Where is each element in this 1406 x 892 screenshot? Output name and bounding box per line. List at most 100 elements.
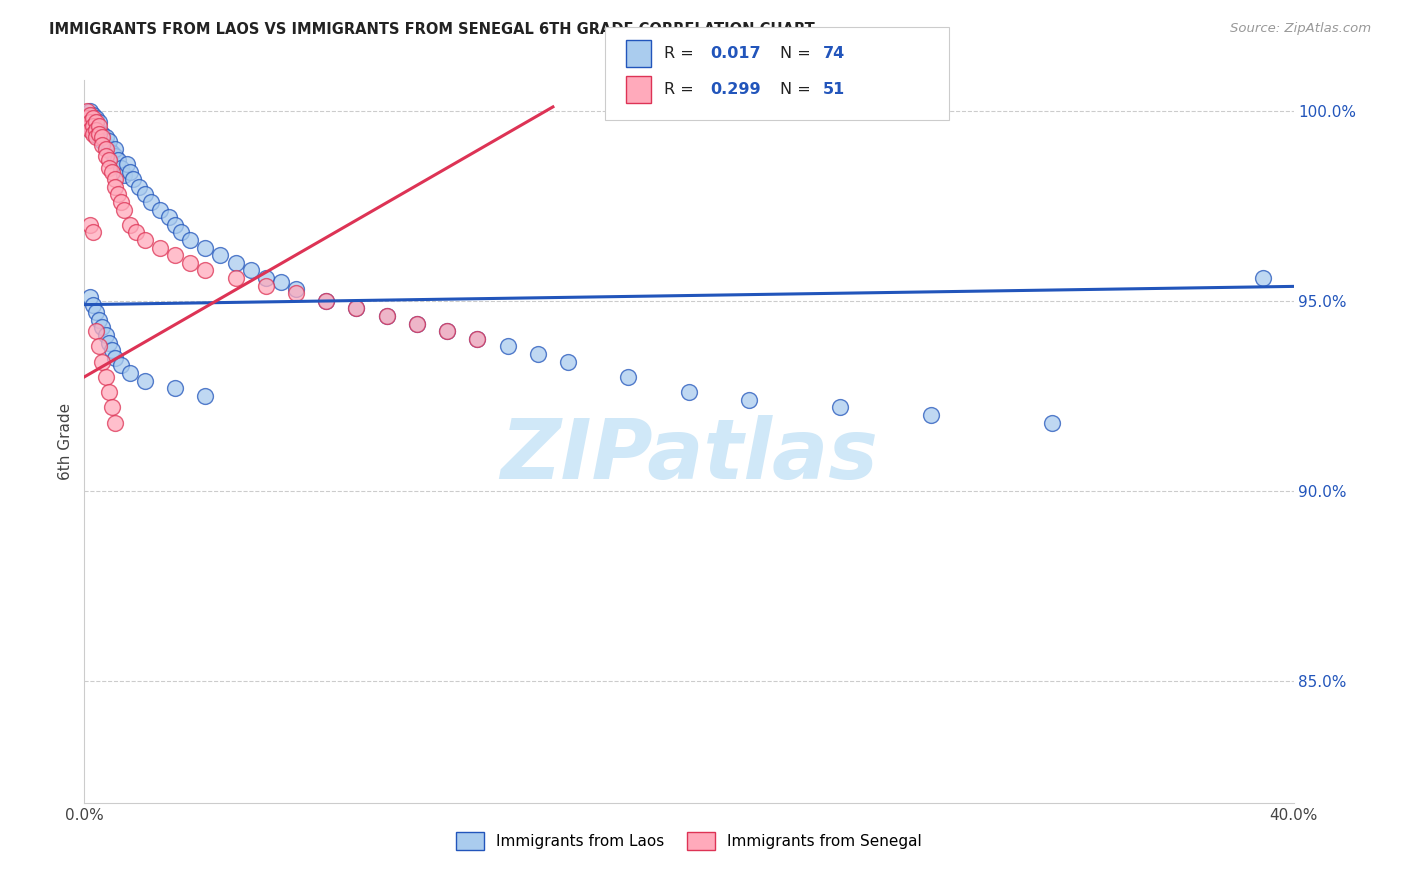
Text: ZIPatlas: ZIPatlas — [501, 416, 877, 497]
Point — [436, 324, 458, 338]
Point — [209, 248, 232, 262]
Point — [112, 169, 135, 183]
Point — [830, 401, 852, 415]
Text: 74: 74 — [823, 46, 845, 61]
Point — [125, 226, 148, 240]
Point — [79, 122, 101, 136]
Point — [110, 194, 132, 209]
Point — [315, 293, 337, 308]
Point — [76, 103, 98, 118]
Point — [270, 275, 292, 289]
Point — [527, 347, 550, 361]
Point — [79, 290, 101, 304]
Point — [375, 309, 398, 323]
Point — [86, 115, 108, 129]
Point — [94, 149, 117, 163]
Point — [82, 298, 104, 312]
Point — [738, 392, 761, 407]
Point — [89, 313, 111, 327]
Point — [179, 233, 201, 247]
Point — [254, 271, 277, 285]
Point — [134, 233, 156, 247]
Point — [91, 137, 114, 152]
Point — [134, 187, 156, 202]
Point — [170, 226, 193, 240]
Point — [89, 119, 111, 133]
Point — [254, 278, 277, 293]
Point — [82, 226, 104, 240]
Text: R =: R = — [664, 82, 699, 96]
Point — [94, 142, 117, 156]
Point — [82, 119, 104, 133]
Point — [557, 354, 579, 368]
Point — [110, 359, 132, 373]
Point — [149, 202, 172, 217]
Point — [82, 107, 104, 121]
Point — [225, 271, 247, 285]
Point — [239, 263, 262, 277]
Point — [86, 130, 108, 145]
Point — [115, 157, 138, 171]
Text: N =: N = — [780, 82, 817, 96]
Point — [89, 115, 111, 129]
Point — [94, 137, 117, 152]
Point — [406, 317, 429, 331]
Point — [94, 370, 117, 384]
Point — [118, 366, 141, 380]
Point — [375, 309, 398, 323]
Point — [225, 256, 247, 270]
Point — [315, 293, 337, 308]
Point — [467, 332, 489, 346]
Point — [76, 115, 98, 129]
Point — [100, 145, 122, 160]
Point — [112, 202, 135, 217]
Point — [149, 241, 172, 255]
Point — [79, 119, 101, 133]
Point — [104, 416, 127, 430]
Point — [97, 134, 120, 148]
Point — [82, 115, 104, 129]
Point — [82, 122, 104, 136]
Point — [82, 112, 104, 126]
Point — [97, 142, 120, 156]
Point — [86, 122, 108, 136]
Point — [82, 127, 104, 141]
Text: 51: 51 — [823, 82, 845, 96]
Point — [86, 112, 108, 126]
Point — [91, 354, 114, 368]
Point — [97, 153, 120, 168]
Text: Source: ZipAtlas.com: Source: ZipAtlas.com — [1230, 22, 1371, 36]
Point — [165, 218, 187, 232]
Point — [91, 127, 114, 141]
Point — [86, 119, 108, 133]
Text: IMMIGRANTS FROM LAOS VS IMMIGRANTS FROM SENEGAL 6TH GRADE CORRELATION CHART: IMMIGRANTS FROM LAOS VS IMMIGRANTS FROM … — [49, 22, 815, 37]
Point — [134, 374, 156, 388]
Point — [467, 332, 489, 346]
Point — [194, 389, 217, 403]
Point — [100, 401, 122, 415]
Point — [79, 107, 101, 121]
Point — [76, 112, 98, 126]
Point — [118, 164, 141, 178]
Point — [91, 130, 114, 145]
Point — [139, 194, 162, 209]
Point — [194, 241, 217, 255]
Point — [89, 339, 111, 353]
Point — [110, 161, 132, 175]
Point — [165, 248, 187, 262]
Point — [346, 301, 368, 316]
Point — [104, 149, 127, 163]
Point — [194, 263, 217, 277]
Point — [94, 328, 117, 343]
Point — [118, 218, 141, 232]
Point — [97, 161, 120, 175]
Point — [100, 343, 122, 358]
Point — [107, 187, 129, 202]
Point — [79, 115, 101, 129]
Text: N =: N = — [780, 46, 817, 61]
Point — [678, 385, 700, 400]
Point — [91, 320, 114, 334]
Point — [165, 381, 187, 395]
Point — [157, 210, 180, 224]
Point — [128, 179, 150, 194]
